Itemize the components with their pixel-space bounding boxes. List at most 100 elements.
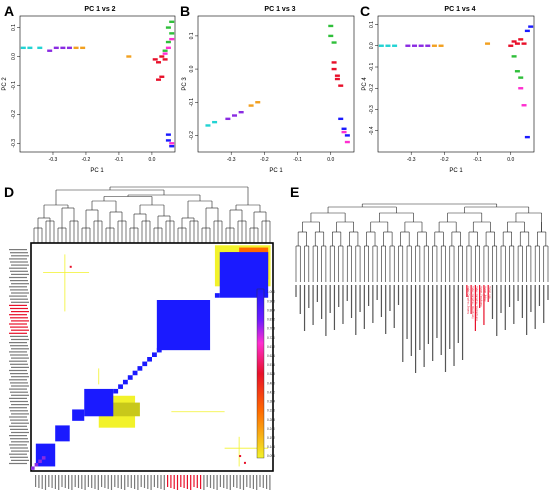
leaf-label: [368, 285, 370, 306]
row-label: [9, 295, 27, 297]
y-tick-label: -0.2: [189, 131, 195, 140]
row-label: [10, 363, 28, 365]
y-tick-label: 0.1: [11, 24, 17, 31]
x-tick-label: 0.0: [148, 157, 155, 163]
scatter-point: [212, 120, 218, 124]
color-key-tick: 0.672: [267, 345, 275, 349]
scatter-point: [162, 58, 168, 61]
panel-a-ylabel: PC 2: [2, 77, 8, 91]
scatter-point: [511, 40, 517, 43]
scatter-point: [328, 34, 334, 38]
row-label: [10, 289, 28, 291]
column-label: [77, 475, 80, 488]
row-label: [9, 332, 27, 334]
leaf-label: [491, 285, 494, 319]
heatmap-block: [110, 402, 140, 417]
row-label: [11, 301, 29, 303]
row-label: [9, 407, 27, 409]
scatter-point: [328, 24, 334, 28]
x-tick-label: -0.2: [260, 157, 269, 163]
leaf-label: [350, 285, 353, 318]
column-label: [71, 475, 73, 490]
column-label: [266, 475, 268, 489]
column-label: [35, 475, 37, 487]
x-tick-label: -0.3: [407, 157, 416, 163]
color-key-tick: 0.768: [267, 327, 275, 331]
column-label: [41, 475, 43, 489]
column-label: [97, 475, 99, 490]
column-label: [150, 475, 152, 490]
scatter-point: [331, 61, 337, 64]
row-label: [9, 379, 27, 381]
leaf-label: [547, 285, 549, 300]
color-key-tick: 0.336: [267, 409, 275, 413]
scatter-point: [518, 38, 524, 41]
row-label: [9, 360, 27, 362]
leaf-label-highlight: Hunan_Liye: [488, 286, 491, 299]
color-key-tick: 0.144: [267, 445, 275, 449]
y-tick-label: -0.3: [369, 105, 375, 114]
leaf-label: [355, 285, 357, 335]
scatter-point: [73, 46, 79, 50]
column-label: [252, 475, 254, 489]
leaf-label: [325, 285, 327, 336]
row-label: [11, 376, 29, 378]
column-label: [167, 475, 169, 487]
scatter-point: [232, 114, 238, 117]
row-label: [11, 348, 29, 350]
leaf-label: [329, 285, 331, 313]
y-tick-label: -0.1: [11, 81, 17, 90]
scatter-point: [255, 101, 261, 104]
scatter-point: [385, 44, 391, 47]
column-label: [117, 475, 119, 488]
column-label: [61, 475, 63, 487]
scatter-point: [165, 40, 171, 44]
leaf-label: [389, 285, 391, 311]
scatter-point: [524, 29, 530, 33]
scatter-point: [165, 46, 171, 50]
row-label: [11, 394, 29, 396]
column-label: [38, 475, 40, 488]
row-label: [9, 267, 27, 269]
scatter-point: [53, 46, 59, 50]
leaf-label: [372, 285, 374, 323]
y-tick-label: -0.1: [189, 98, 195, 107]
color-key-tick: 0.960: [267, 299, 275, 303]
column-label: [246, 475, 248, 487]
scatter-point: [524, 135, 530, 139]
heatmap-block: [38, 459, 42, 464]
heatmap-block: [152, 352, 157, 357]
row-label: [11, 255, 29, 257]
panel-letter-b: B: [180, 3, 190, 19]
leaf-label: [385, 285, 387, 334]
scatter-point: [431, 44, 437, 47]
leaf-label: [402, 285, 404, 362]
column-label: [213, 475, 215, 489]
y-tick-label: -0.4: [369, 126, 375, 135]
panel-a-title: PC 1 vs 2: [84, 6, 115, 13]
leaf-label: [534, 285, 536, 329]
leaf-label: [380, 285, 383, 317]
row-label: [11, 422, 29, 424]
color-key: 1.000 0.960 0.864 0.812 0.768 0.720 0.672 0.624…: [256, 288, 275, 458]
heatmap-column-labels: [35, 475, 271, 490]
heatmap-block: [118, 384, 123, 389]
column-label: [242, 475, 245, 490]
column-label: [68, 475, 70, 489]
panel-letter-c: C: [360, 3, 370, 19]
pca-panel-a: PC 1 vs 2 PC 1 PC 2 -0.3 -0.2 -0.1 0.0 0.1 0.…: [2, 6, 176, 174]
scatter-point: [508, 44, 514, 47]
column-label: [74, 475, 76, 487]
color-key-tick: 0.624: [267, 354, 275, 358]
panel-b-title: PC 1 vs 3: [264, 6, 295, 13]
x-tick-label: 0.0: [507, 157, 514, 163]
row-label: [10, 410, 28, 412]
column-label: [48, 475, 50, 487]
leaf-label: [295, 285, 297, 297]
scatter-point: [405, 44, 411, 47]
heatmap-block: [214, 293, 220, 298]
panel-a-xlabel: PC 1: [90, 168, 104, 174]
row-label: [10, 280, 28, 282]
row-label: [10, 307, 28, 310]
